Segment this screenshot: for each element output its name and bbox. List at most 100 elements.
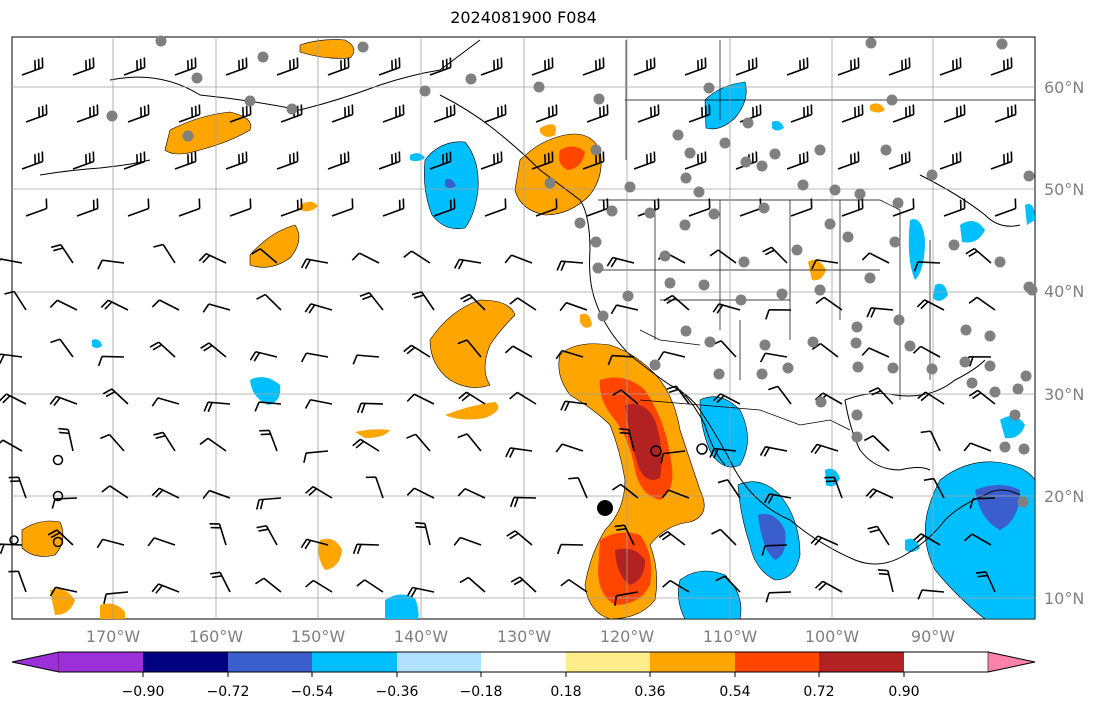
colorbar-segment [735, 652, 819, 672]
wind-barb [365, 476, 384, 499]
wind-barb [100, 299, 129, 311]
wind-barb [923, 477, 945, 499]
wind-barb [149, 341, 176, 358]
wind-barb [841, 198, 864, 217]
wind-barb [102, 388, 129, 405]
colorbar-segment [143, 652, 228, 672]
wind-barb [790, 104, 813, 123]
wind-barb [76, 198, 99, 217]
wind-barb [868, 387, 894, 405]
wind-barb [352, 438, 380, 452]
wind-barb [174, 151, 197, 170]
wind-barb [460, 293, 486, 311]
chart-title: 2024081900 F084 [450, 8, 597, 27]
wind-barb [210, 571, 231, 593]
wind-barb [912, 345, 941, 358]
wind-barb [382, 104, 405, 123]
wind-barb [712, 303, 741, 314]
wind-barb [0, 353, 23, 365]
wind-barb [225, 57, 248, 76]
wind-barb [861, 347, 890, 358]
station-dot [984, 330, 996, 342]
wind-barb [484, 104, 507, 123]
wind-barb [555, 443, 584, 453]
station-dot [926, 363, 938, 375]
wind-barb [72, 151, 95, 170]
station-dot [996, 38, 1008, 50]
wind-barb [814, 580, 843, 593]
wind-barb [556, 543, 584, 555]
wind-barb [863, 435, 890, 452]
wind-barb [610, 304, 639, 315]
wind-barb [865, 488, 894, 499]
wind-barb [786, 57, 809, 76]
station-dot [719, 137, 731, 149]
station-dot [776, 288, 788, 300]
lat-label-50n: 50°N [1044, 180, 1085, 199]
wind-barb [877, 569, 894, 593]
wind-barb [556, 260, 584, 272]
wind-barb [535, 198, 558, 217]
station-dot [807, 336, 819, 348]
wind-barb [506, 530, 533, 546]
wind-barb [965, 247, 992, 264]
lon-label-100w: 100°W [804, 627, 860, 646]
station-dot [797, 179, 809, 191]
wind-barb [453, 536, 482, 546]
wind-barb [50, 338, 74, 358]
wind-barb [969, 497, 996, 509]
lon-label-90w: 90°W [910, 627, 956, 646]
wind-barb [841, 104, 864, 123]
wind-barb [916, 299, 945, 311]
wind-barb [331, 104, 354, 123]
station-dot [782, 362, 794, 374]
wind-barb [203, 401, 231, 413]
wind-barb [21, 57, 44, 76]
wind-barb [378, 57, 401, 76]
wind-barb [406, 433, 431, 452]
wind-barb [457, 433, 482, 452]
wind-barb [202, 489, 231, 499]
wind-barb [151, 487, 180, 499]
station-dot [889, 236, 901, 248]
wind-barb [761, 544, 788, 556]
wind-barb [505, 447, 533, 458]
wind-barb [824, 476, 843, 499]
station-dot [814, 284, 826, 296]
wind-barb [637, 104, 660, 123]
wind-barb [614, 524, 635, 546]
lon-label-170w: 170°W [85, 627, 141, 646]
wind-barb [633, 151, 656, 170]
wind-barb [968, 389, 996, 405]
wind-barb [866, 307, 894, 318]
station-dot [740, 156, 752, 168]
wind-barb [712, 393, 741, 405]
wind-barb [480, 151, 503, 170]
wind-barb [709, 249, 737, 264]
wind-barb [21, 151, 44, 170]
wind-barb [209, 523, 227, 546]
station-dot [590, 144, 602, 156]
wind-barb [414, 522, 431, 546]
wind-barb [768, 385, 792, 405]
wind-barb [861, 252, 890, 264]
wind-barb [0, 439, 23, 452]
station-dot [679, 219, 691, 231]
station-dot [842, 231, 854, 243]
station-dot [1020, 370, 1032, 382]
wind-barb [759, 446, 788, 457]
wind-barb [715, 575, 741, 593]
wind-barb [917, 391, 945, 405]
station-dot [597, 310, 609, 322]
colorbar-segment [566, 652, 650, 672]
wind-barb [256, 293, 282, 311]
wind-barb [661, 489, 690, 499]
lat-label-30n: 30°N [1044, 385, 1085, 404]
lon-label-160w: 160°W [188, 627, 244, 646]
wind-barb [892, 198, 915, 217]
wind-barb [0, 393, 27, 405]
wind-barb [717, 479, 741, 499]
wind-barb [255, 497, 282, 510]
wind-barb [811, 342, 839, 358]
wind-barb [612, 389, 639, 405]
